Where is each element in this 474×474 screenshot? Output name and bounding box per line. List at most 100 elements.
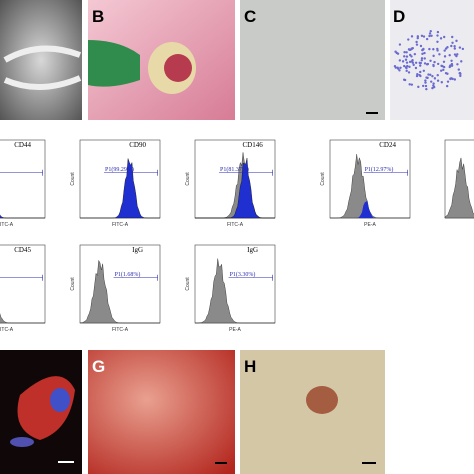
cell-dot [459, 74, 462, 78]
cell-dot [410, 83, 414, 86]
plot-frame [329, 139, 411, 219]
cell-dot [398, 43, 402, 46]
cell-dot [420, 57, 424, 60]
cell-colony [393, 29, 465, 91]
photo-h [240, 350, 385, 474]
teeth [3, 45, 82, 91]
cell-dot [440, 64, 443, 68]
cell-dot [443, 55, 447, 58]
cell-dot [417, 85, 420, 89]
cell-dot [432, 63, 435, 67]
cell-dot [422, 35, 426, 38]
cell-dot [405, 61, 409, 64]
blue-peak [80, 158, 160, 219]
cell-dot [414, 66, 418, 70]
cell-dot [410, 60, 414, 63]
y-axis-label: Count [185, 172, 191, 186]
panel-label: H [244, 357, 256, 376]
gray-peak [195, 152, 275, 219]
cell-dot [430, 80, 433, 83]
cell-dot [424, 81, 427, 84]
cell-dot [451, 41, 454, 44]
cell-dot [449, 64, 452, 67]
panel-label: C [244, 7, 256, 26]
x-axis-label: FITC-A [0, 222, 14, 228]
gray-peak [0, 313, 45, 324]
cell-dot [428, 32, 432, 35]
cell-dot [436, 34, 439, 37]
cell-dot [416, 73, 419, 76]
marker-label: CD90 [129, 141, 146, 149]
plot-frame [0, 244, 46, 324]
cell-dot [428, 34, 431, 38]
cell-dot [436, 79, 440, 82]
photo-a [0, 0, 82, 120]
cell-dot [403, 50, 406, 54]
cell-dot [403, 64, 406, 68]
cell-dot [445, 84, 449, 88]
nodule [306, 386, 338, 414]
cell-dot [461, 47, 465, 51]
nucleus [10, 437, 34, 447]
gate-label: P1(12.97%) [365, 166, 394, 173]
cell-dot [455, 54, 458, 58]
cell-dot [432, 54, 435, 58]
gate-label: P1(1.68%) [115, 271, 141, 278]
cell-dot [458, 46, 462, 49]
y-axis-label: Count [70, 172, 76, 186]
cell-dot [396, 67, 400, 70]
marker-label: CD146 [242, 141, 263, 149]
cell-dot [455, 39, 458, 43]
cell-dot [405, 51, 408, 54]
marker-label: CD45 [14, 246, 31, 254]
cell-dot [431, 86, 434, 90]
cell-dot [430, 34, 433, 37]
cell-dot [423, 62, 427, 65]
cell-dot [410, 35, 414, 38]
cell-dot [422, 69, 426, 73]
cell-dot [429, 59, 432, 62]
marker-label: IgG [132, 246, 143, 254]
photo-d [390, 0, 474, 120]
cell-dot [404, 58, 408, 61]
cell-dot [442, 60, 446, 63]
cell-dot [403, 78, 407, 82]
cell-dot [424, 79, 427, 82]
gate-label: P1(3.30%) [230, 271, 256, 278]
cell-dot [413, 52, 417, 56]
flow-histograms: 96%)CD44FITC-ACountP1(99.29%)CD90FITC-AC… [0, 139, 474, 333]
plot-frame [194, 244, 276, 324]
cell-dot [440, 81, 443, 84]
cell-dot [405, 55, 409, 58]
gray-peak [330, 154, 410, 219]
photo-g [88, 350, 235, 474]
cell-dot [419, 70, 422, 74]
cell-dot [415, 40, 418, 44]
cell-dot [432, 84, 435, 87]
plot-frame [0, 139, 46, 219]
cell-dot [443, 35, 446, 39]
cell-dot [393, 65, 397, 68]
panel-label: G [92, 357, 105, 376]
x-axis-label: PE-A [364, 222, 376, 228]
cell-dot [416, 35, 420, 38]
cell-dot [451, 35, 454, 39]
cell-dot [436, 40, 439, 43]
gate-label: P1(81.37%) [220, 166, 249, 173]
cell-dot [406, 64, 409, 68]
glove [88, 40, 140, 87]
cell-dot [412, 63, 415, 67]
marker-label: CD44 [14, 141, 31, 149]
cell-dot [443, 49, 446, 52]
cell-dot [450, 44, 453, 48]
blue-peak [0, 214, 45, 219]
x-axis-label: FITC-A [112, 222, 129, 228]
blue-tail [330, 200, 410, 218]
cell-dot [418, 61, 422, 65]
y-axis-label: Count [185, 277, 191, 291]
blue-peak [195, 157, 275, 219]
cell-dot [439, 37, 443, 40]
cell-dot [432, 82, 435, 85]
x-axis-label: FITC-A [112, 327, 129, 333]
y-axis-label: Count [320, 172, 326, 186]
